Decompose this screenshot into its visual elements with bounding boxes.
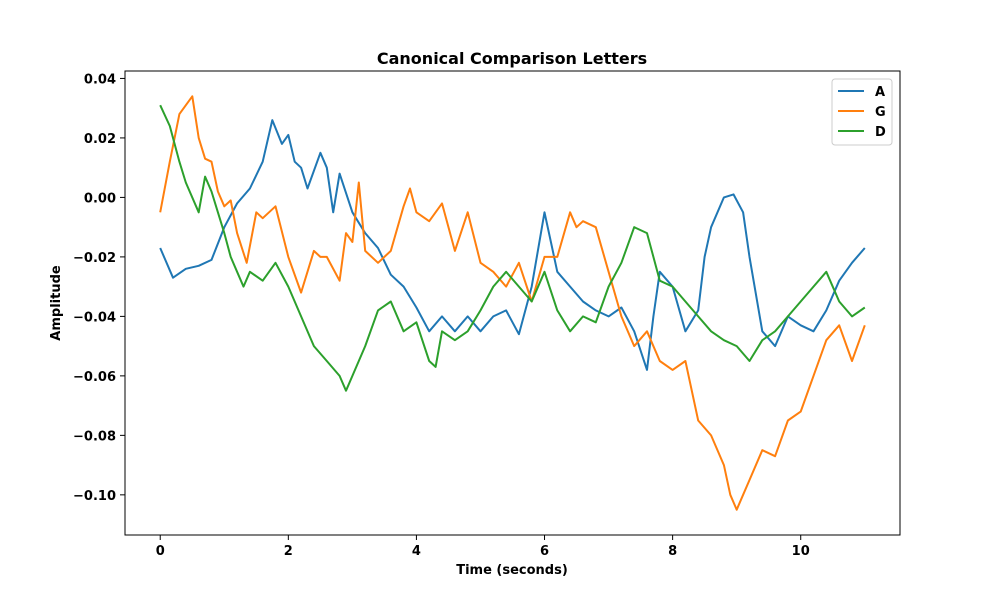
x-tick-label: 4 xyxy=(412,544,421,559)
legend-label-G: G xyxy=(875,105,886,120)
y-axis: 0.04 0.02 0.00 −0.02 −0.04 −0.06 −0.08 −0.10 xyxy=(73,72,125,504)
series-line-D xyxy=(159,104,866,392)
y-tick-label: −0.08 xyxy=(73,429,116,444)
x-axis-label: Time (seconds) xyxy=(456,563,568,578)
y-tick-label: 0.04 xyxy=(84,72,116,87)
series-line-A xyxy=(159,119,866,371)
legend: AGD xyxy=(831,78,893,146)
x-tick-label: 6 xyxy=(540,544,549,559)
y-tick-label: −0.04 xyxy=(73,310,116,325)
legend-label-D: D xyxy=(875,125,886,140)
y-tick-label: −0.06 xyxy=(73,370,116,385)
y-tick-label: −0.02 xyxy=(73,251,116,266)
x-tick-label: 10 xyxy=(792,544,810,559)
series-line-G xyxy=(159,95,866,511)
x-tick-label: 8 xyxy=(668,544,677,559)
y-tick-label: 0.00 xyxy=(84,191,116,206)
legend-label-A: A xyxy=(875,85,885,100)
x-tick-label: 0 xyxy=(156,544,165,559)
y-tick-label: −0.10 xyxy=(73,489,116,504)
y-axis-label: Amplitude xyxy=(49,265,64,341)
x-axis: 0 2 4 6 8 10 xyxy=(156,535,810,559)
y-tick-label: 0.02 xyxy=(84,132,116,147)
x-tick-label: 2 xyxy=(284,544,293,559)
plot-frame xyxy=(124,70,901,536)
plot-lines xyxy=(159,95,866,511)
chart-title: Canonical Comparison Letters xyxy=(377,49,647,68)
